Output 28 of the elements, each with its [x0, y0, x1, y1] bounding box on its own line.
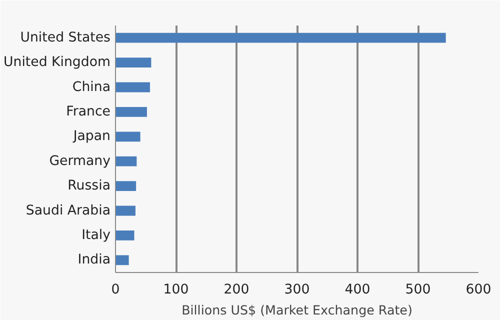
- x-tick-label: 500: [405, 282, 431, 298]
- x-tick-label: 100: [163, 282, 189, 298]
- x-tick-label: 600: [466, 282, 492, 298]
- bar: [116, 230, 134, 240]
- bar: [116, 58, 152, 68]
- x-tick-label: 400: [344, 282, 370, 298]
- y-tick-label: United States: [20, 30, 111, 46]
- x-tick-label: 300: [284, 282, 310, 298]
- x-tick-label: 200: [224, 282, 250, 298]
- y-tick-label: India: [78, 252, 111, 268]
- y-tick-label: Germany: [49, 154, 111, 169]
- bar: [116, 156, 137, 166]
- bar: [116, 107, 147, 117]
- y-tick-label: Saudi Arabia: [26, 203, 111, 218]
- bar: [116, 255, 129, 266]
- y-tick-label: China: [72, 80, 111, 95]
- bar: [116, 181, 136, 191]
- x-tick-label: 0: [111, 282, 120, 298]
- bar: [116, 82, 150, 92]
- x-axis-title: Billions US$ (Market Exchange Rate): [182, 302, 412, 318]
- y-tick-label: Italy: [82, 228, 111, 243]
- y-tick-label: Japan: [72, 129, 111, 144]
- bar: [116, 32, 446, 43]
- bar: [116, 206, 136, 216]
- bar: [116, 132, 140, 142]
- y-tick-label: France: [66, 104, 111, 120]
- y-tick-label: Russia: [68, 178, 111, 194]
- y-tick-label: United Kingdom: [4, 55, 111, 70]
